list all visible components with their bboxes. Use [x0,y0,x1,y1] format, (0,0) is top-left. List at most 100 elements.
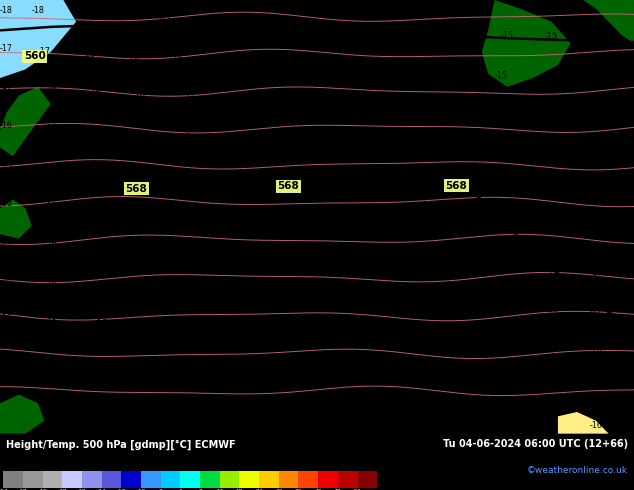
Bar [318,471,338,489]
Text: -16: -16 [139,284,152,293]
Text: -17: -17 [0,82,13,91]
Bar [240,471,259,489]
Text: -16: -16 [184,324,197,333]
Bar [220,471,240,489]
Text: -16: -16 [501,302,514,312]
Text: -16: -16 [228,135,241,144]
Text: -16: -16 [545,267,558,276]
Text: -15: -15 [583,75,596,84]
Text: -16: -16 [273,215,285,224]
Text: -16: -16 [228,97,241,105]
Text: 54: 54 [354,489,361,490]
Text: -17: -17 [590,307,602,316]
Text: -15: -15 [501,111,514,120]
Text: -16: -16 [0,314,13,323]
Text: -54: -54 [0,489,8,490]
Text: -16: -16 [450,148,463,157]
Text: -18: -18 [32,6,44,15]
Text: -18: -18 [456,185,469,194]
Text: -16: -16 [184,362,197,371]
Text: -16: -16 [133,169,146,178]
Text: -16: -16 [545,343,558,351]
Text: ©weatheronline.co.uk: ©weatheronline.co.uk [527,466,628,475]
Text: -17: -17 [44,164,57,173]
Text: -18: -18 [70,6,82,15]
Text: -17: -17 [114,11,127,20]
Text: -18: -18 [0,6,13,15]
Text: -16: -16 [95,395,108,404]
Text: -16: -16 [412,336,425,345]
Text: -16: -16 [273,405,285,415]
Text: -16: -16 [545,228,558,237]
Text: -15: -15 [317,101,330,110]
Text: -15: -15 [501,31,514,40]
Text: 8: 8 [198,489,202,490]
Text: -15: -15 [44,317,57,326]
Text: -18: -18 [117,489,126,490]
Text: -16: -16 [501,226,514,235]
Text: -15: -15 [539,74,552,82]
Text: -17: -17 [139,397,152,407]
Text: 48: 48 [334,489,342,490]
Text: -16: -16 [317,140,330,149]
Text: -15: -15 [412,183,425,192]
Text: -15: -15 [495,72,507,80]
Text: -8: -8 [158,489,164,490]
Text: 12: 12 [216,489,223,490]
Text: -16: -16 [95,243,108,252]
Text: -16: -16 [590,421,602,430]
Text: -15: -15 [406,67,418,76]
Text: -16: -16 [0,276,13,285]
Text: -16: -16 [228,364,241,373]
Bar [141,471,160,489]
Text: -16: -16 [501,187,514,196]
Text: -16: -16 [95,319,108,328]
Text: -16: -16 [139,207,152,216]
Text: -16: -16 [368,220,380,229]
Text: -16: -16 [412,260,425,269]
Text: -16: -16 [139,245,152,254]
Text: -16: -16 [323,256,336,265]
Text: -15: -15 [44,355,57,364]
Text: -16: -16 [44,85,57,94]
Text: -16: -16 [590,116,602,124]
Text: -15: -15 [450,69,463,78]
Text: -15: -15 [545,114,558,122]
Text: -16: -16 [273,329,285,339]
Text: -12: -12 [136,489,146,490]
Text: 568: 568 [278,181,299,192]
Text: -15: -15 [361,143,374,152]
Polygon shape [0,394,44,434]
Text: -15: -15 [184,286,197,295]
Polygon shape [583,0,634,44]
Text: -15: -15 [406,106,418,116]
Bar [23,471,42,489]
Text: -15: -15 [361,104,374,113]
Text: 24: 24 [256,489,263,490]
Text: -16: -16 [545,381,558,390]
Text: -16: -16 [273,253,285,262]
Text: -17: -17 [89,167,101,175]
Polygon shape [482,0,571,87]
Text: -17: -17 [203,16,216,25]
Bar [299,471,318,489]
Text: -15: -15 [355,65,368,74]
Text: -16: -16 [44,240,57,249]
Bar [160,471,180,489]
Polygon shape [0,199,32,239]
Bar [3,471,23,489]
Text: -16: -16 [139,321,152,331]
Text: -16: -16 [368,410,380,419]
Bar [82,471,101,489]
Text: -16: -16 [228,174,241,184]
Text: -16: -16 [228,212,241,221]
Text: -17: -17 [44,202,57,211]
Text: -16: -16 [323,179,336,188]
Text: -16: -16 [0,121,13,130]
Text: -15: -15 [450,109,463,118]
Text: -16: -16 [228,289,241,297]
Text: -15: -15 [273,98,285,108]
Text: -16: -16 [44,279,57,288]
Text: -16: -16 [590,155,602,164]
Text: -16: -16 [418,27,431,36]
